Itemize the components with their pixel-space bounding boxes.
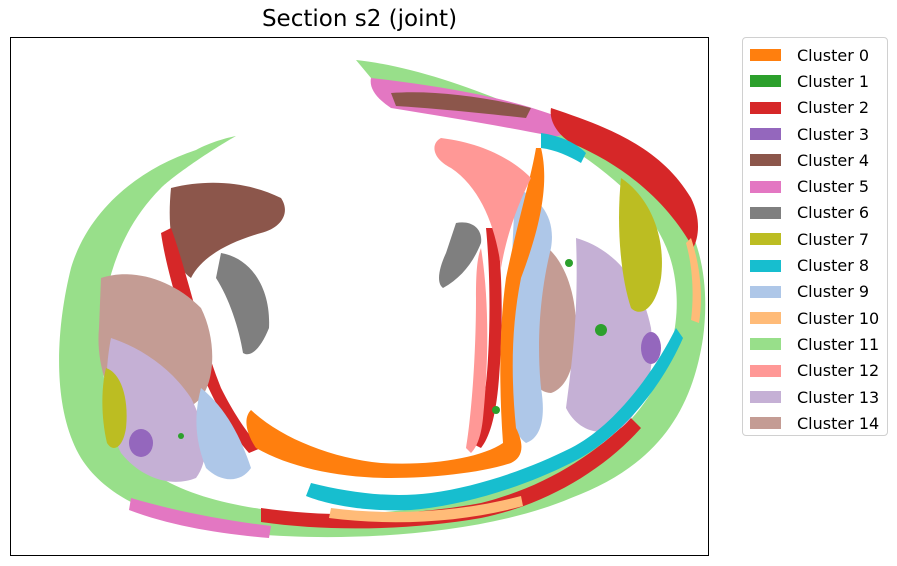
legend-label: Cluster 11 bbox=[797, 334, 880, 354]
region-cluster-7-right bbox=[619, 178, 662, 312]
region-cluster-1-b bbox=[595, 324, 607, 336]
legend-item-cluster-4: Cluster 4 bbox=[743, 147, 887, 173]
legend-swatch bbox=[750, 128, 781, 141]
region-cluster-11-outer bbox=[59, 60, 706, 538]
legend-swatch bbox=[750, 180, 781, 193]
legend-swatch bbox=[750, 49, 781, 62]
legend-item-cluster-0: Cluster 0 bbox=[743, 42, 887, 68]
legend-swatch bbox=[750, 338, 781, 351]
region-cluster-1-c bbox=[492, 406, 500, 414]
legend-item-cluster-5: Cluster 5 bbox=[743, 173, 887, 199]
region-cluster-2-bottom bbox=[261, 418, 641, 529]
region-cluster-2-ring-right bbox=[550, 108, 698, 248]
legend-item-cluster-13: Cluster 13 bbox=[743, 384, 887, 410]
region-cluster-3-right bbox=[641, 332, 661, 364]
legend-item-cluster-12: Cluster 12 bbox=[743, 358, 887, 384]
region-cluster-10-right bbox=[686, 238, 701, 323]
legend-label: Cluster 2 bbox=[797, 98, 870, 118]
region-cluster-5-bottom bbox=[129, 498, 271, 538]
region-cluster-1-a bbox=[565, 259, 573, 267]
legend-item-cluster-2: Cluster 2 bbox=[743, 95, 887, 121]
legend-label: Cluster 8 bbox=[797, 256, 870, 276]
region-cluster-12-septum bbox=[466, 248, 488, 453]
legend-item-cluster-3: Cluster 3 bbox=[743, 121, 887, 147]
region-cluster-8-bottom bbox=[306, 328, 683, 511]
region-cluster-6-septum bbox=[439, 222, 482, 288]
region-cluster-6-left bbox=[216, 253, 270, 355]
region-cluster-7-left bbox=[102, 368, 127, 448]
region-cluster-0-septum bbox=[246, 148, 545, 478]
legend-swatch bbox=[750, 285, 781, 298]
legend-swatch bbox=[750, 417, 781, 430]
legend-label: Cluster 3 bbox=[797, 124, 870, 144]
region-cluster-12-inner bbox=[434, 138, 531, 268]
legend-swatch bbox=[750, 206, 781, 219]
legend-swatch bbox=[750, 259, 781, 272]
legend-label: Cluster 12 bbox=[797, 361, 880, 381]
region-cluster-2-septum bbox=[471, 228, 502, 448]
plot-area bbox=[10, 37, 709, 556]
region-cluster-2-ring-left bbox=[161, 228, 261, 453]
legend-swatch bbox=[750, 154, 781, 167]
legend-label: Cluster 6 bbox=[797, 203, 870, 223]
region-cluster-8-top bbox=[541, 133, 586, 163]
legend-label: Cluster 4 bbox=[797, 150, 870, 170]
legend: Cluster 0 Cluster 1 Cluster 2 Cluster 3 Clus… bbox=[742, 37, 888, 436]
legend-item-cluster-11: Cluster 11 bbox=[743, 331, 887, 357]
legend-swatch bbox=[750, 101, 781, 114]
legend-item-cluster-8: Cluster 8 bbox=[743, 252, 887, 278]
legend-label: Cluster 13 bbox=[797, 387, 880, 407]
legend-item-cluster-14: Cluster 14 bbox=[743, 410, 887, 436]
region-cluster-9-left bbox=[196, 388, 251, 480]
legend-swatch bbox=[750, 364, 781, 377]
legend-swatch bbox=[750, 312, 781, 325]
legend-label: Cluster 14 bbox=[797, 413, 880, 433]
legend-item-cluster-6: Cluster 6 bbox=[743, 200, 887, 226]
legend-swatch bbox=[750, 391, 781, 403]
legend-item-cluster-7: Cluster 7 bbox=[743, 226, 887, 252]
legend-item-cluster-9: Cluster 9 bbox=[743, 279, 887, 305]
legend-label: Cluster 5 bbox=[797, 177, 870, 197]
region-cluster-10-bottom bbox=[329, 496, 523, 523]
region-cluster-4-left bbox=[169, 182, 285, 278]
legend-label: Cluster 1 bbox=[797, 71, 870, 91]
spatial-cluster-plot bbox=[59, 60, 706, 538]
legend-label: Cluster 7 bbox=[797, 229, 870, 249]
region-cluster-4-top bbox=[391, 92, 531, 118]
legend-label: Cluster 10 bbox=[797, 308, 880, 328]
legend-item-cluster-1: Cluster 1 bbox=[743, 68, 887, 94]
chart-title: Section s2 (joint) bbox=[261, 6, 458, 32]
legend-label: Cluster 0 bbox=[797, 45, 870, 65]
legend-item-cluster-10: Cluster 10 bbox=[743, 305, 887, 331]
legend-label: Cluster 9 bbox=[797, 282, 870, 302]
region-cluster-3-left bbox=[129, 429, 153, 457]
region-cluster-1-d bbox=[178, 433, 184, 439]
legend-swatch bbox=[750, 75, 781, 88]
legend-swatch bbox=[750, 233, 781, 246]
